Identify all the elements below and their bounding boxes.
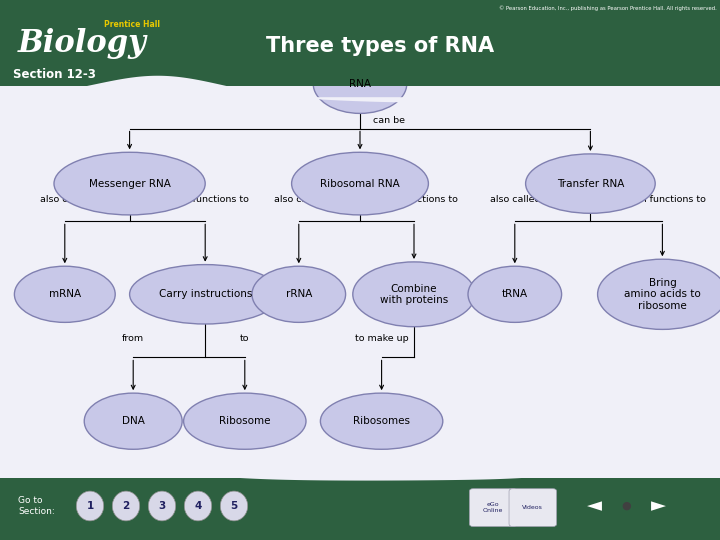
Text: 5: 5 <box>230 501 238 511</box>
Ellipse shape <box>252 266 346 322</box>
Text: eGo
Online: eGo Online <box>483 502 503 513</box>
FancyBboxPatch shape <box>469 489 517 526</box>
Text: Section 12-3: Section 12-3 <box>12 68 96 81</box>
Text: 4: 4 <box>194 501 202 511</box>
Text: tRNA: tRNA <box>502 289 528 299</box>
Text: Carry instructions: Carry instructions <box>158 289 252 299</box>
Ellipse shape <box>148 491 176 521</box>
Ellipse shape <box>353 262 475 327</box>
Polygon shape <box>0 0 720 86</box>
Text: from: from <box>122 334 144 343</box>
Text: Go to
Section:: Go to Section: <box>18 496 55 516</box>
Text: rRNA: rRNA <box>286 289 312 299</box>
Text: to make up: to make up <box>355 334 408 343</box>
Text: Three types of RNA: Three types of RNA <box>266 36 495 56</box>
Ellipse shape <box>184 491 212 521</box>
Ellipse shape <box>292 152 428 215</box>
Polygon shape <box>0 478 720 540</box>
FancyBboxPatch shape <box>509 489 557 526</box>
Text: ◄: ◄ <box>587 496 601 516</box>
Ellipse shape <box>84 393 182 449</box>
Text: Messenger RNA: Messenger RNA <box>89 179 171 188</box>
Text: RNA: RNA <box>349 79 371 89</box>
Text: Biology: Biology <box>18 28 147 59</box>
Text: ►: ► <box>652 496 666 516</box>
Text: Ribosomes: Ribosomes <box>353 416 410 426</box>
Text: Combine
with proteins: Combine with proteins <box>380 284 448 305</box>
Ellipse shape <box>14 266 115 322</box>
Ellipse shape <box>598 259 720 329</box>
Text: Transfer RNA: Transfer RNA <box>557 179 624 188</box>
Text: which functions to: which functions to <box>371 195 457 204</box>
Ellipse shape <box>112 491 140 521</box>
Text: 2: 2 <box>122 501 130 511</box>
Polygon shape <box>0 469 720 481</box>
Text: © Pearson Education, Inc., publishing as Pearson Prentice Hall. All rights reser: © Pearson Education, Inc., publishing as… <box>499 5 716 11</box>
Text: Ribosomal RNA: Ribosomal RNA <box>320 179 400 188</box>
Text: Bring
amino acids to
ribosome: Bring amino acids to ribosome <box>624 278 701 311</box>
Ellipse shape <box>526 154 655 213</box>
Polygon shape <box>0 76 720 103</box>
Text: can be: can be <box>373 117 405 125</box>
Text: Prentice Hall: Prentice Hall <box>104 20 161 29</box>
Text: ●: ● <box>621 501 631 511</box>
Ellipse shape <box>54 152 205 215</box>
Ellipse shape <box>220 491 248 521</box>
Ellipse shape <box>468 266 562 322</box>
Ellipse shape <box>320 393 443 449</box>
Ellipse shape <box>184 393 306 449</box>
Text: also called: also called <box>274 195 324 204</box>
Text: which functions to: which functions to <box>162 195 248 204</box>
Text: also called: also called <box>40 195 90 204</box>
Ellipse shape <box>76 491 104 521</box>
Text: to: to <box>240 334 250 343</box>
Ellipse shape <box>313 54 407 113</box>
Text: 1: 1 <box>86 501 94 511</box>
Text: mRNA: mRNA <box>49 289 81 299</box>
Text: 3: 3 <box>158 501 166 511</box>
Ellipse shape <box>130 265 281 324</box>
Text: Ribosome: Ribosome <box>219 416 271 426</box>
Text: also called: also called <box>490 195 540 204</box>
Text: DNA: DNA <box>122 416 145 426</box>
Text: which functions to: which functions to <box>619 195 706 204</box>
Text: Videos: Videos <box>523 505 543 510</box>
